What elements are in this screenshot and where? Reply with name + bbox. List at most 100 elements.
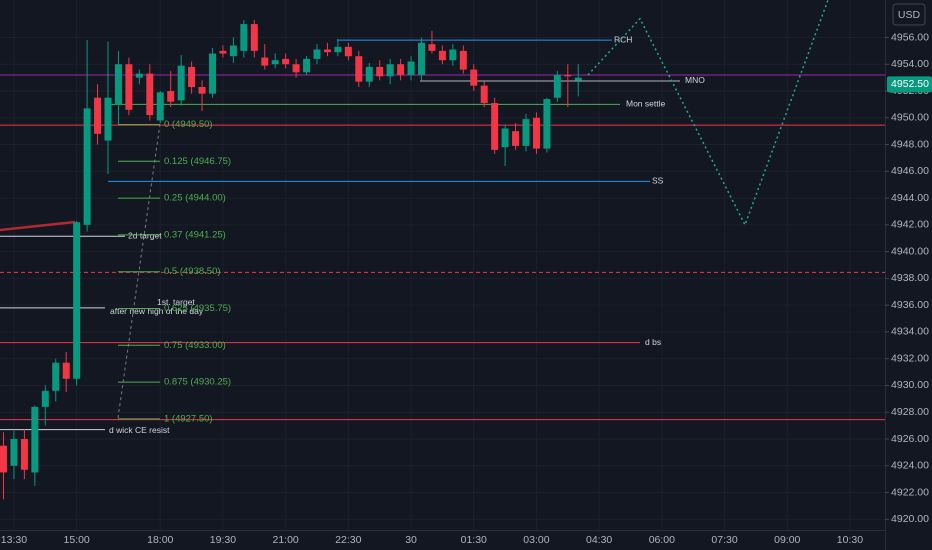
y-tick-label: 4942.00 bbox=[891, 219, 929, 231]
x-tick-label: 03:00 bbox=[523, 534, 549, 546]
y-tick-label: 4946.00 bbox=[891, 165, 929, 177]
candle-body bbox=[73, 222, 81, 379]
currency-box[interactable] bbox=[892, 3, 926, 26]
candle-body bbox=[240, 24, 248, 51]
level-label: 1st. target bbox=[157, 297, 195, 307]
candle-body bbox=[188, 66, 196, 87]
candle-body bbox=[532, 117, 540, 149]
x-tick-label: 10:30 bbox=[837, 534, 863, 546]
fib-diagonal bbox=[117, 123, 161, 419]
axes: 4920.00 4922.00 4924.00 4926.00 4928.00 4930.… bbox=[1, 31, 932, 546]
candle-body bbox=[512, 131, 520, 146]
candle-body bbox=[449, 49, 457, 61]
candle-body bbox=[156, 92, 164, 121]
candle-body bbox=[261, 57, 269, 66]
candle-body bbox=[209, 53, 216, 94]
candle-body bbox=[407, 61, 415, 75]
candle-body bbox=[146, 73, 154, 116]
candle-body bbox=[177, 65, 185, 101]
currency: USD bbox=[898, 9, 921, 21]
level-label: after new high of the day bbox=[110, 306, 204, 316]
candle-body bbox=[543, 99, 551, 149]
y-tick-label: 4950.00 bbox=[891, 112, 929, 124]
candle-body bbox=[344, 46, 352, 57]
candle-body bbox=[198, 86, 206, 94]
candle-body bbox=[501, 128, 509, 148]
candle-body bbox=[229, 45, 237, 57]
candle-body bbox=[250, 24, 258, 51]
y-tick-label: 4948.00 bbox=[891, 138, 929, 150]
fib-label: 0.5 (4938.50) bbox=[164, 266, 221, 277]
candle-body bbox=[376, 66, 384, 77]
x-tick-label: 19:30 bbox=[210, 534, 236, 546]
candle-body bbox=[62, 362, 70, 379]
candle-body bbox=[282, 58, 290, 65]
level-label: SS bbox=[652, 176, 664, 186]
fib-label: 1 (4927.50) bbox=[164, 413, 213, 424]
y-tick-label: 4928.00 bbox=[891, 406, 929, 418]
grid bbox=[0, 0, 885, 530]
candle-body bbox=[135, 73, 143, 78]
candle-body bbox=[125, 64, 133, 110]
candle-body bbox=[313, 49, 321, 59]
candle-body bbox=[104, 97, 112, 141]
candle-body bbox=[41, 390, 49, 407]
last-price-box bbox=[887, 76, 932, 93]
candle-body bbox=[31, 406, 39, 473]
candle-body bbox=[20, 438, 28, 470]
y-tick-label: 4934.00 bbox=[891, 326, 929, 338]
fib-label: 0.125 (4946.75) bbox=[164, 156, 231, 167]
y-tick-label: 4940.00 bbox=[891, 245, 929, 257]
y-tick-label: 4926.00 bbox=[891, 433, 929, 445]
candle-body bbox=[459, 50, 467, 70]
candle-body bbox=[94, 97, 102, 134]
y-tick-label: 4930.00 bbox=[891, 379, 929, 391]
candle-body bbox=[52, 362, 60, 391]
x-tick-label: 06:00 bbox=[649, 534, 675, 546]
candle-body bbox=[114, 64, 122, 105]
x-tick-label: 15:00 bbox=[64, 534, 90, 546]
candle-body bbox=[522, 119, 530, 146]
y-tick-label: 4920.00 bbox=[891, 513, 929, 525]
x-tick-label: 07:30 bbox=[711, 534, 737, 546]
candle-body bbox=[480, 85, 488, 104]
y-tick-label: 4932.00 bbox=[891, 352, 929, 364]
y-tick-label: 4954.00 bbox=[891, 58, 929, 70]
plot: RCH MNO Mon settle SS d bs d wick CE resist 2d… bbox=[0, 0, 885, 500]
x-tick-label: 09:00 bbox=[774, 534, 800, 546]
y-tick-label: 4924.00 bbox=[891, 460, 929, 472]
fib-label: 0.25 (4944.00) bbox=[164, 193, 226, 204]
x-tick-label: 01:30 bbox=[461, 534, 487, 546]
last-price-label: 4952.50 bbox=[891, 78, 929, 90]
candle-body bbox=[219, 50, 227, 54]
x-tick-label: 04:30 bbox=[586, 534, 612, 546]
trend-line bbox=[0, 220, 76, 232]
fib-label: 0 (4949.50) bbox=[164, 119, 213, 130]
candle-body bbox=[574, 77, 582, 81]
fib-label: 0.75 (4933.00) bbox=[164, 340, 226, 351]
candle-body bbox=[10, 438, 18, 466]
candle-body bbox=[83, 108, 91, 225]
y-tick-label: 4922.00 bbox=[891, 486, 929, 498]
fib-label: 0.37 (4941.25) bbox=[164, 229, 226, 240]
candle-body bbox=[418, 42, 425, 75]
x-tick-label: 21:00 bbox=[273, 534, 299, 546]
candle-body bbox=[553, 74, 561, 98]
level-label: d wick CE resist bbox=[109, 425, 170, 435]
x-tick-label: 22:30 bbox=[335, 534, 361, 546]
candle-body bbox=[428, 44, 436, 51]
x-tick-label: 18:00 bbox=[147, 534, 173, 546]
level-label: 2d target bbox=[128, 230, 162, 240]
fib-label: 0.875 (4930.25) bbox=[164, 377, 231, 388]
level-label: d bs bbox=[645, 337, 661, 347]
candle-body bbox=[334, 46, 342, 53]
projection-path bbox=[587, 0, 829, 227]
candle-body bbox=[323, 49, 331, 53]
y-tick-label: 4938.00 bbox=[891, 272, 929, 284]
candle-body bbox=[397, 64, 405, 75]
y-tick-label: 4956.00 bbox=[891, 31, 929, 43]
candle-body bbox=[470, 69, 478, 86]
level-label: MNO bbox=[685, 75, 705, 85]
